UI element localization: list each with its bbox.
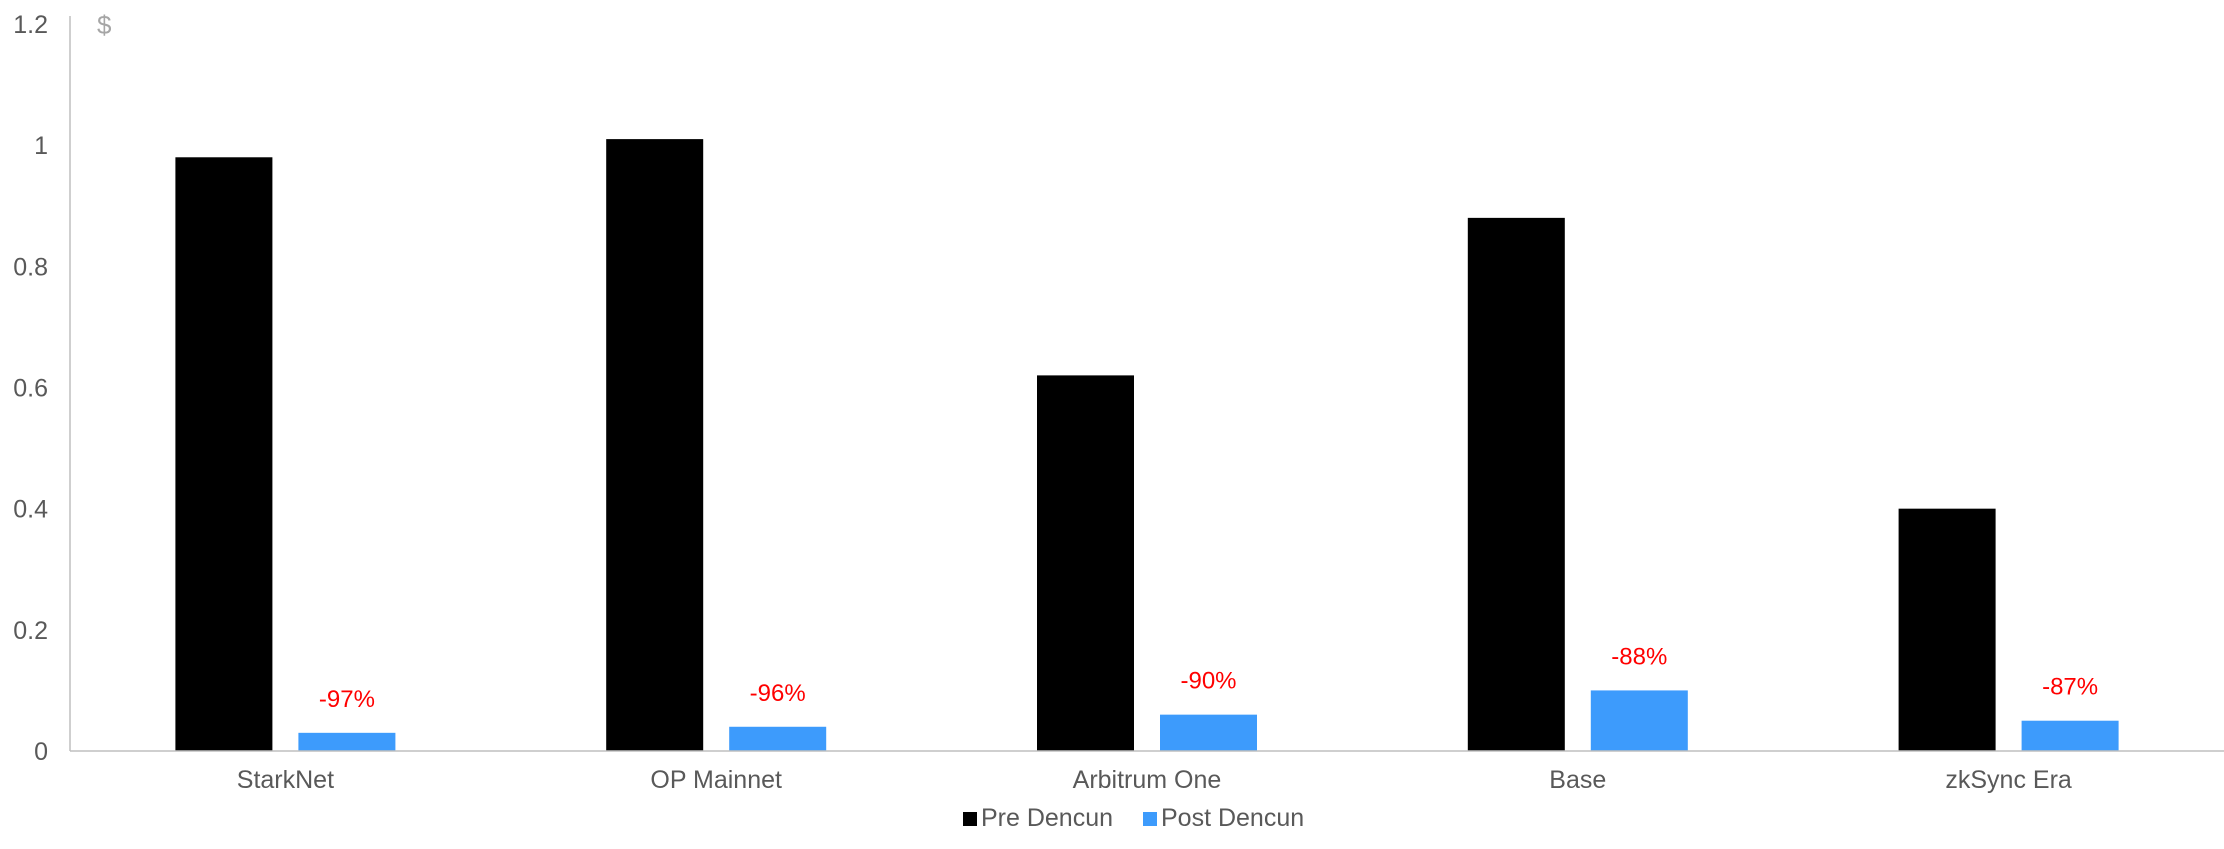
x-tick-label: Arbitrum One [1073, 766, 1222, 794]
bar-pre-dencun [1467, 217, 1565, 751]
change-label: -96% [750, 680, 806, 707]
x-axis: StarkNet OP Mainnet Arbitrum One Base zkSync… [70, 750, 2224, 794]
y-tick-label: 1.2 [13, 11, 48, 39]
x-tick-label: OP Mainnet [650, 766, 782, 794]
change-label: -87% [2042, 674, 2098, 701]
bar-post-dencun [729, 726, 827, 751]
y-tick-label: 0.6 [13, 375, 48, 403]
bars [175, 139, 2119, 752]
x-tick-label: zkSync Era [1945, 766, 2072, 794]
x-tick-label: StarkNet [237, 766, 334, 794]
bar-pre-dencun [1898, 508, 1996, 751]
change-label: -90% [1180, 668, 1236, 695]
bar-post-dencun [1160, 714, 1257, 751]
bar-post-dencun [2021, 720, 2119, 751]
change-label: -88% [1611, 643, 1667, 670]
annotations: -97% -96% -90% -88% -87% [319, 643, 2098, 712]
legend: Pre Dencun Post Dencun [963, 804, 1304, 832]
bar-pre-dencun [1037, 375, 1134, 751]
y-axis-label: $ [97, 10, 112, 40]
change-label: -97% [319, 686, 375, 713]
x-tick-label: Base [1549, 766, 1606, 794]
legend-label: Pre Dencun [981, 804, 1113, 832]
bar-pre-dencun [175, 157, 273, 752]
y-tick-label: 0.8 [13, 253, 48, 281]
legend-label: Post Dencun [1161, 804, 1304, 832]
y-tick-label: 1 [34, 132, 48, 160]
legend-swatch [1143, 812, 1157, 826]
bar-post-dencun [1590, 690, 1688, 751]
bar-pre-dencun [606, 139, 704, 751]
legend-swatch [963, 812, 977, 826]
y-tick-label: 0.2 [13, 617, 48, 645]
y-tick-label: 0.4 [13, 496, 48, 524]
bar-post-dencun [298, 732, 396, 751]
y-tick-label: 0 [34, 738, 48, 766]
y-axis: 0 0.2 0.4 0.6 0.8 1 1.2 [13, 11, 71, 766]
